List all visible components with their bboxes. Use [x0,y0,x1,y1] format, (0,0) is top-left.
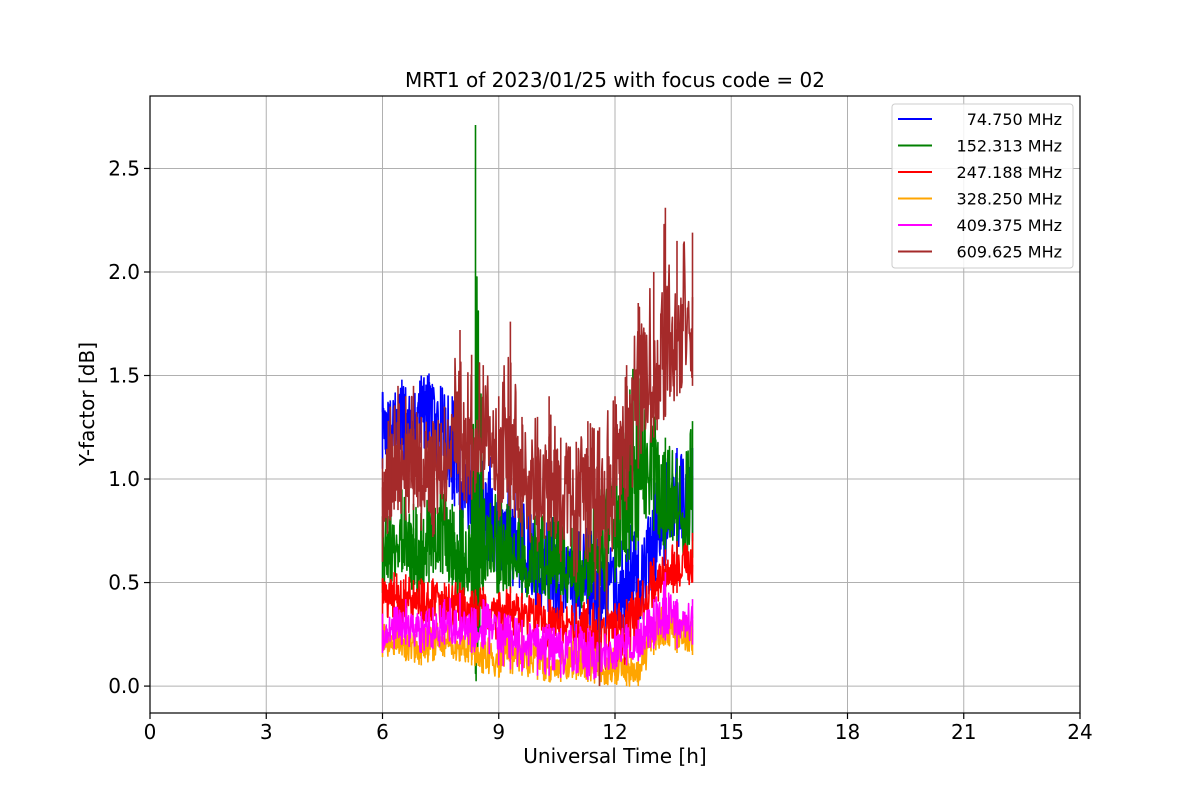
legend-label: 152.313 MHz [957,137,1062,156]
x-tick-label: 6 [376,720,389,744]
legend-label: 328.250 MHz [957,190,1062,209]
x-tick-label: 21 [951,720,976,744]
x-axis-label: Universal Time [h] [523,744,706,768]
y-tick-label: 2.5 [108,156,140,180]
y-tick-label: 0.0 [108,674,140,698]
y-tick-label: 1.0 [108,467,140,491]
legend-label: 409.375 MHz [957,216,1062,235]
legend-label: 74.750 MHz [967,110,1062,129]
x-tick-label: 15 [719,720,744,744]
x-tick-label: 0 [144,720,157,744]
chart-title: MRT1 of 2023/01/25 with focus code = 02 [405,68,825,92]
y-tick-label: 0.5 [108,571,140,595]
legend: 74.750 MHz 152.313 MHz 247.188 MHz 328.250 … [891,103,1074,269]
x-tick-label: 12 [602,720,627,744]
x-tick-label: 9 [492,720,505,744]
legend-label: 247.188 MHz [957,163,1062,182]
y-tick-label: 1.5 [108,364,140,388]
x-axis-ticks: 0 3 6 9 12 15 18 21 24 [144,713,1093,744]
y-axis-label: Y-factor [dB] [75,342,99,467]
x-tick-label: 18 [835,720,860,744]
x-tick-label: 3 [260,720,273,744]
legend-label: 609.625 MHz [957,243,1062,262]
series-1 [381,124,694,682]
series-5 [381,207,694,687]
x-tick-label: 24 [1067,720,1092,744]
legend-box [891,103,1074,269]
y-axis-ticks: 0.0 0.5 1.0 1.5 2.0 2.5 [108,156,150,698]
series-4 [381,572,694,680]
series-layer [381,124,694,687]
y-tick-label: 2.0 [108,260,140,284]
series-line [381,276,694,682]
